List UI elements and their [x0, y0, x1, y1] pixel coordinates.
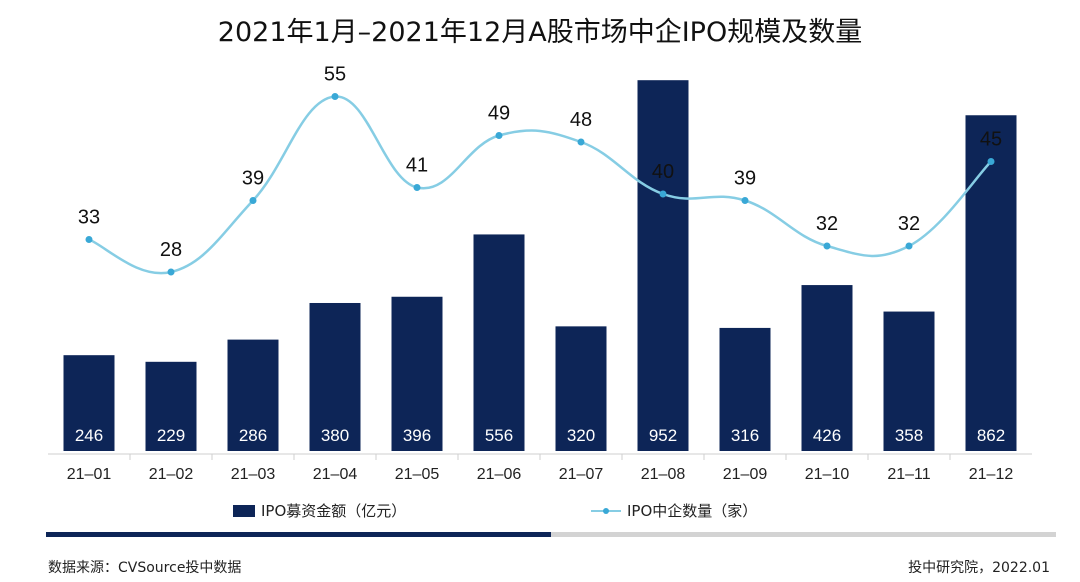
- count-value-label: 40: [652, 161, 674, 183]
- chart-title: 2021年1月–2021年12月A股市场中企IPO规模及数量: [217, 17, 863, 48]
- bar-21–07: [555, 326, 607, 451]
- legend-label-amount: IPO募资金额（亿元）: [261, 502, 407, 520]
- count-point-21–05: [413, 184, 421, 191]
- legend-label-count: IPO中企数量（家）: [627, 502, 758, 520]
- count-value-label: 49: [488, 103, 510, 125]
- legend-item-count: IPO中企数量（家）: [591, 500, 757, 521]
- bar-value-label: 246: [75, 426, 103, 445]
- legend-item-amount: IPO募资金额（亿元）: [233, 500, 406, 521]
- x-tick-label: 21–07: [559, 466, 604, 483]
- count-point-21–12: [987, 158, 995, 165]
- bar-value-label: 229: [157, 426, 185, 445]
- bar-21–10: [801, 285, 853, 451]
- line-layer: 33 28 39 55 41 49 48 40 39 32 32 45: [78, 64, 1002, 276]
- count-point-21–07: [577, 138, 585, 146]
- count-point-21–10: [823, 242, 831, 250]
- legend-line-swatch: [591, 505, 621, 517]
- legend-bar-swatch: [233, 504, 255, 517]
- bar-21–11: [883, 311, 935, 451]
- x-tick-label: 21–08: [641, 466, 686, 483]
- x-tick-label: 21–03: [231, 466, 276, 483]
- x-tick-label: 21–04: [313, 466, 358, 483]
- count-value-label: 39: [734, 168, 756, 190]
- x-tick-label: 21–09: [723, 466, 768, 483]
- count-point-21–06: [495, 132, 503, 139]
- count-value-label: 39: [242, 168, 264, 190]
- count-point-21–08: [659, 190, 667, 198]
- x-tick-label: 21–12: [969, 466, 1014, 483]
- x-tick-label: 21–06: [477, 466, 522, 483]
- footer-divider-dark: [46, 532, 551, 537]
- count-point-21–02: [167, 268, 175, 276]
- x-tick-label: 21–02: [149, 466, 194, 483]
- count-point-21–11: [905, 242, 913, 250]
- footer-divider-light: [551, 532, 1056, 537]
- bar-value-label: 380: [321, 426, 349, 445]
- bar-21–04: [309, 302, 361, 451]
- bar-value-label: 320: [567, 426, 595, 445]
- count-value-label: 32: [898, 213, 920, 235]
- bar-21–02: [145, 361, 197, 451]
- count-value-label: 48: [570, 109, 592, 131]
- count-value-label: 28: [160, 239, 182, 261]
- bar-21–01: [63, 355, 115, 451]
- bar-value-label: 286: [239, 426, 267, 445]
- x-tick-label: 21–11: [887, 466, 930, 483]
- bar-21–06: [473, 234, 525, 451]
- bar-value-label: 426: [813, 426, 841, 445]
- bar-21–12: [965, 115, 1017, 451]
- bar-value-label: 358: [895, 426, 923, 445]
- count-value-label: 55: [324, 64, 346, 86]
- count-point-21–01: [85, 236, 93, 243]
- bar-21–09: [719, 327, 771, 451]
- count-point-21–03: [249, 197, 257, 204]
- x-tick-label: 21–01: [67, 466, 112, 483]
- count-value-label: 41: [406, 155, 428, 177]
- count-point-21–09: [741, 197, 749, 204]
- bar-21–08: [637, 80, 689, 452]
- bar-21–05: [391, 296, 443, 451]
- count-value-label: 32: [816, 213, 838, 235]
- bar-value-label: 862: [977, 426, 1005, 445]
- x-tick-label: 21–10: [805, 466, 850, 483]
- count-point-21–04: [331, 93, 339, 100]
- count-series-line: [88, 95, 992, 275]
- bar-value-label: 316: [731, 426, 759, 445]
- ticks-layer: 21–01 21–02 21–03 21–04 21–05 21–06 21–07 21–08…: [67, 454, 1014, 483]
- x-tick-label: 21–05: [395, 466, 440, 483]
- bar-value-label: 396: [403, 426, 431, 445]
- bars-layer: 246 229 286 380 396 556 320 952 316 426 358 862: [63, 80, 1017, 452]
- bar-value-label: 556: [485, 426, 513, 445]
- count-value-label: 33: [78, 207, 100, 229]
- bar-value-label: 952: [649, 426, 677, 445]
- source-note: 数据来源：CVSource投中数据: [48, 560, 242, 576]
- publisher-note: 投中研究院，2022.01: [908, 560, 1050, 576]
- count-value-label: 45: [980, 129, 1002, 151]
- bar-21–03: [227, 339, 279, 451]
